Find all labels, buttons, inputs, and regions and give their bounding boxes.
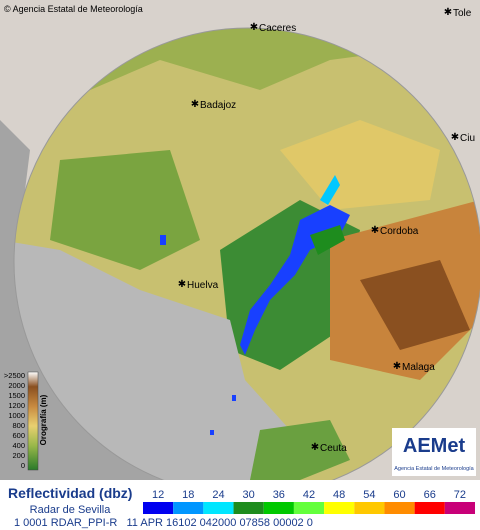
legend-value: 18: [182, 489, 194, 501]
legend-value: 48: [333, 489, 345, 501]
legend-swatch: [233, 502, 264, 514]
legend-value: 60: [393, 489, 405, 501]
status-line: 1 0001 RDAR_PPI-R 11 APR 16102 042000 07…: [14, 517, 313, 529]
legend-swatch: [263, 502, 294, 514]
legend-value: 36: [273, 489, 285, 501]
city-label: Huelva: [187, 280, 219, 291]
logo-box: [392, 428, 476, 476]
city-label: Ceuta: [320, 443, 347, 454]
echoes: [160, 175, 350, 435]
orography-level: 400: [12, 441, 25, 450]
orography-bar: [27, 371, 39, 471]
city-label: Badajoz: [200, 100, 236, 111]
legend-swatch: [203, 502, 234, 514]
orography-level: 800: [12, 421, 25, 430]
echo-core: [310, 225, 345, 255]
city-label: Ciu: [460, 133, 475, 144]
legend-swatch: [444, 502, 475, 514]
city-label: Cordoba: [380, 226, 419, 237]
echo-cell: [232, 395, 236, 401]
legend-value: 66: [424, 489, 436, 501]
orography-level: 0: [21, 461, 25, 470]
legend-value: 30: [243, 489, 255, 501]
legend-swatch: [354, 502, 385, 514]
legend-value: 72: [454, 489, 466, 501]
legend-swatch: [384, 502, 415, 514]
legend-value: 42: [303, 489, 315, 501]
city-marker: ✱: [178, 279, 186, 290]
city-marker: ✱: [371, 225, 379, 236]
cities: ✱ Caceres✱ Tole✱ Badajoz✱ Ciu✱ Cordoba✱ Huelva…: [178, 7, 475, 454]
legend-value: 12: [152, 489, 164, 501]
city-marker: ✱: [451, 132, 459, 143]
legend-value: 54: [363, 489, 375, 501]
coverage-ring: [13, 27, 480, 480]
legend-swatch: [173, 502, 204, 514]
legend-swatch: [143, 502, 174, 514]
credit: © Agencia Estatal de Meteorología: [4, 4, 143, 14]
logo: AEMet Agencia Estatal de Meteorología: [392, 428, 476, 476]
sierra: [360, 260, 470, 350]
orography-title: Orografía (m): [39, 394, 48, 445]
echo-cell: [210, 430, 214, 435]
coverage: [14, 28, 480, 480]
africa-coast: [250, 420, 350, 480]
terrain-ne: [280, 120, 440, 210]
legend-value: 24: [212, 489, 224, 501]
city-label: Malaga: [402, 362, 435, 373]
orography-level: 600: [12, 431, 25, 440]
city-marker: ✱: [393, 361, 401, 372]
orography-level: 1000: [8, 411, 25, 420]
legend: Reflectividad (dbz) Radar de Sevilla 12 1…: [0, 480, 480, 530]
city-label: Caceres: [259, 23, 296, 34]
legend-swatch: [324, 502, 355, 514]
orography-level: >2500: [4, 371, 25, 380]
legend-swatch: [293, 502, 325, 514]
city-marker: ✱: [311, 442, 319, 453]
city-marker: ✱: [191, 99, 199, 110]
logo-name: AEMet: [403, 435, 466, 457]
radar-map: © Agencia Estatal de Meteorología ✱ Cacer…: [0, 0, 480, 480]
orography-level: 1200: [8, 401, 25, 410]
city-label: Tole: [453, 8, 472, 19]
logo-subtitle: Agencia Estatal de Meteorología: [394, 466, 474, 472]
city-marker: ✱: [444, 7, 452, 18]
echo-cell: [160, 235, 166, 245]
legend-swatch: [414, 502, 445, 514]
orography-level: 200: [12, 451, 25, 460]
echo-cell: [320, 175, 340, 205]
orography-level: 1500: [8, 391, 25, 400]
orography-level: 2000: [8, 381, 25, 390]
legend-subtitle: Radar de Sevilla: [30, 504, 112, 516]
legend-levels: 12 18 24 30 36 42 48 54 60 66 72: [143, 489, 475, 514]
city-marker: ✱: [250, 22, 258, 33]
orography-scale: Orografía (m) >2500200015001200100080060…: [4, 371, 48, 471]
legend-title: Reflectividad (dbz): [8, 485, 132, 501]
